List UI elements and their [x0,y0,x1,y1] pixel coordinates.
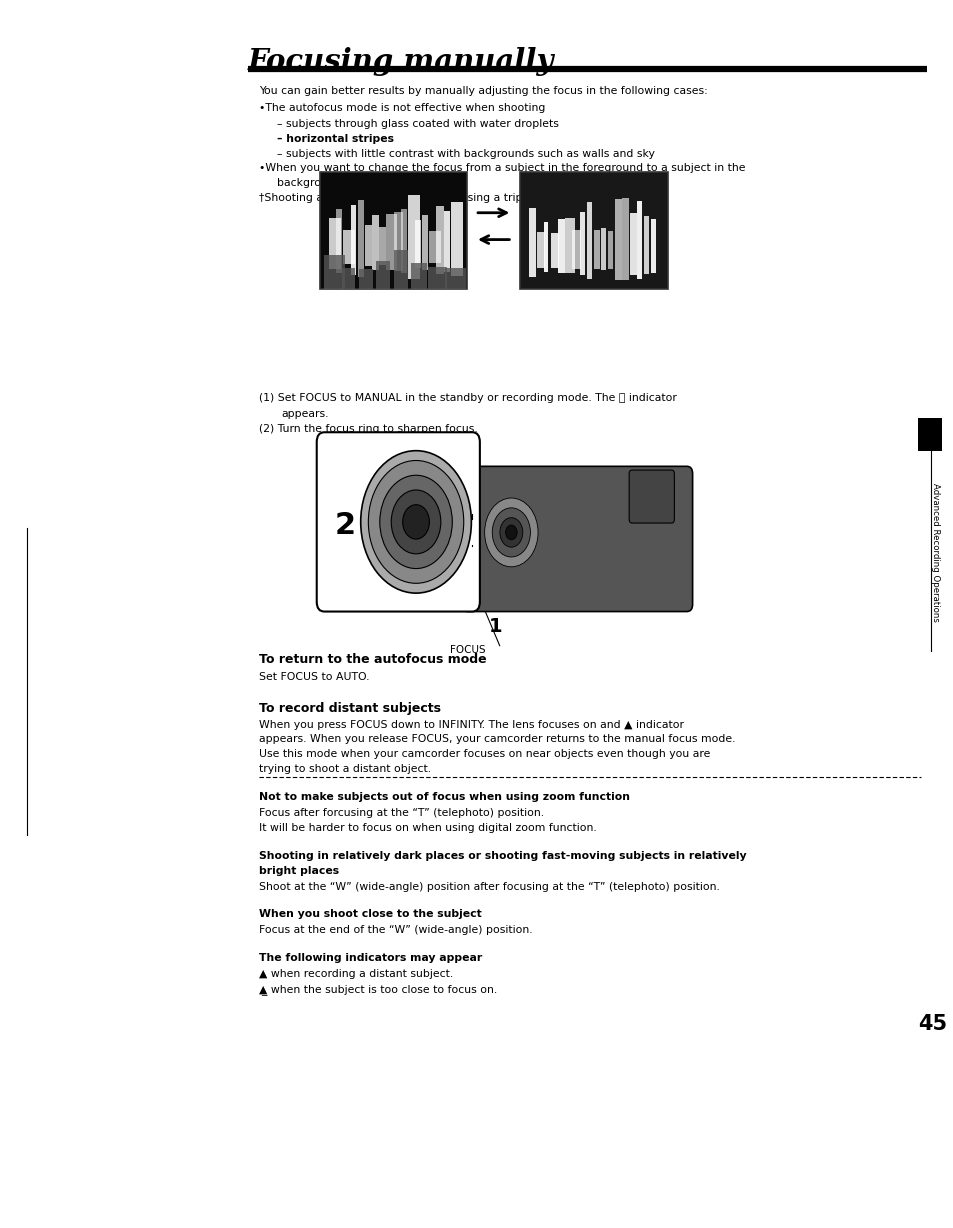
Circle shape [499,518,522,548]
Bar [643,216,649,274]
Bar [386,215,396,270]
Text: Focusing manually: Focusing manually [248,47,554,76]
Text: ▲ when recording a distant subject.: ▲ when recording a distant subject. [259,969,454,979]
Text: Advanced Recording Operations: Advanced Recording Operations [930,483,939,623]
FancyBboxPatch shape [316,432,479,612]
Bar [375,260,390,289]
Bar [572,230,580,269]
Bar [917,418,941,451]
Bar [357,200,364,276]
Bar [324,255,344,289]
Bar [408,195,419,279]
Bar [400,209,406,273]
Text: trying to shoot a distant object.: trying to shoot a distant object. [259,764,431,774]
Bar [543,222,547,271]
Bar [341,268,355,289]
Bar [529,208,536,276]
Bar [551,233,558,268]
Text: appears.: appears. [281,409,329,419]
Text: – horizontal stripes: – horizontal stripes [276,134,394,144]
Text: (2) Turn the focus ring to sharpen focus.: (2) Turn the focus ring to sharpen focus… [259,424,477,433]
Text: background: background [276,178,341,188]
Bar [379,227,386,265]
Text: When you shoot close to the subject: When you shoot close to the subject [259,909,481,919]
Bar [421,215,427,270]
Bar [536,232,544,269]
Text: 1: 1 [489,616,502,636]
Bar [393,249,408,289]
Text: bright places: bright places [259,866,339,876]
Text: FOCUS: FOCUS [449,645,485,655]
Bar [428,266,447,289]
Text: Use this mode when your camcorder focuses on near objects even though you are: Use this mode when your camcorder focuse… [259,749,710,759]
Bar [622,198,629,280]
Text: Focus after forcusing at the “T” (telephoto) position.: Focus after forcusing at the “T” (teleph… [259,808,544,818]
Circle shape [505,526,517,540]
Bar [351,205,355,275]
Bar [319,172,467,289]
Bar [451,203,462,275]
FancyBboxPatch shape [461,467,692,612]
Text: ▲̲ when the subject is too close to focus on.: ▲̲ when the subject is too close to focu… [259,984,497,995]
Circle shape [360,451,471,593]
Bar [578,212,584,275]
Circle shape [391,490,440,554]
Bar [600,228,605,270]
Text: – subjects through glass coated with water droplets: – subjects through glass coated with wat… [276,119,558,129]
Bar [608,231,613,269]
Bar [637,201,641,279]
Bar [586,201,591,279]
Bar [445,269,466,289]
Bar [365,225,372,265]
Text: – subjects with little contrast with backgrounds such as walls and sky: – subjects with little contrast with bac… [276,149,654,158]
Bar [436,206,443,274]
Bar [329,217,341,269]
Text: To record distant subjects: To record distant subjects [259,702,441,716]
Text: 45: 45 [917,1014,946,1034]
Bar [593,230,599,269]
Bar [615,199,621,280]
Circle shape [368,460,463,583]
Bar [393,212,402,271]
Text: You can gain better results by manually adjusting the focus in the following cas: You can gain better results by manually … [259,86,707,96]
Circle shape [379,475,452,569]
Bar [564,219,574,273]
Text: Focus at the end of the “W” (wide-angle) position.: Focus at the end of the “W” (wide-angle)… [259,925,533,935]
Text: Shoot at the “W” (wide-angle) position after focusing at the “T” (telephoto) pos: Shoot at the “W” (wide-angle) position a… [259,882,720,892]
Bar [358,269,374,289]
Text: Shooting in relatively dark places or shooting fast-moving subjects in relativel: Shooting in relatively dark places or sh… [259,851,746,861]
Text: The following indicators may appear: The following indicators may appear [259,953,482,963]
Bar [343,230,355,264]
Text: †Shooting a stationary subject when using a tripod: †Shooting a stationary subject when usin… [259,193,537,203]
Bar [629,214,637,275]
Text: •When you want to change the focus from a subject in the foreground to a subject: •When you want to change the focus from … [259,163,745,173]
Bar [335,209,342,273]
Text: 2: 2 [335,511,355,540]
Bar [415,220,420,268]
Text: (1) Set FOCUS to MANUAL in the standby or recording mode. The Ⓟ indicator: (1) Set FOCUS to MANUAL in the standby o… [259,393,677,403]
Bar [429,231,440,263]
Bar [558,219,564,273]
Bar [411,263,427,289]
FancyBboxPatch shape [629,470,674,523]
Text: Set FOCUS to AUTO.: Set FOCUS to AUTO. [259,672,370,682]
Text: Not to make subjects out of focus when using zoom function: Not to make subjects out of focus when u… [259,792,630,802]
Text: When you press FOCUS down to INFINITY. The lens focuses on and ▲ indicator: When you press FOCUS down to INFINITY. T… [259,720,683,729]
Text: It will be harder to focus on when using digital zoom function.: It will be harder to focus on when using… [259,823,597,833]
Bar [651,219,656,273]
Bar [519,172,667,289]
Bar [443,211,449,271]
Circle shape [402,505,429,539]
Circle shape [492,508,530,558]
Bar [372,215,378,270]
Text: To return to the autofocus mode: To return to the autofocus mode [259,653,487,667]
Text: appears. When you release FOCUS, your camcorder returns to the manual focus mode: appears. When you release FOCUS, your ca… [259,734,735,744]
Text: •The autofocus mode is not effective when shooting: •The autofocus mode is not effective whe… [259,103,545,113]
Circle shape [484,499,537,567]
